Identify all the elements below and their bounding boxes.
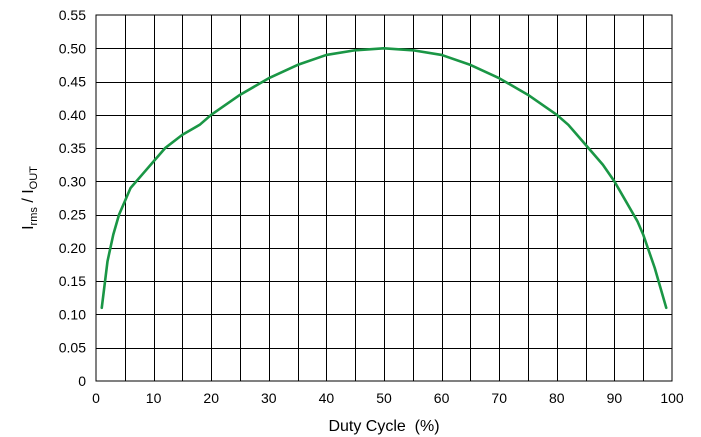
x-tick-label: 10 (146, 390, 162, 406)
y-tick-label: 0.10 (59, 306, 86, 322)
y-tick-label: 0.20 (59, 240, 86, 256)
x-axis-title: Duty Cycle (%) (328, 418, 439, 435)
y-tick-label: 0.55 (59, 7, 86, 23)
x-tick-label: 40 (319, 390, 335, 406)
x-tick-label: 80 (549, 390, 565, 406)
y-tick-label: 0.50 (59, 40, 86, 56)
y-axis-title-sub2: OUT (28, 166, 40, 190)
y-tick-label: 0.40 (59, 107, 86, 123)
y-tick-label: 0.05 (59, 340, 86, 356)
y-tick-label: 0.45 (59, 74, 86, 90)
x-tick-label: 30 (261, 390, 277, 406)
y-axis-ticks: 0 0.05 0.10 0.15 0.20 0.25 0.30 0.35 0.40 0.45 0.5… (59, 7, 86, 389)
x-tick-label: 50 (376, 390, 392, 406)
y-axis-title-sub1: rms (28, 207, 40, 226)
y-axis-title-sep: / I (20, 189, 37, 207)
y-axis-title: Irms / IOUT (20, 166, 40, 230)
x-tick-label: 20 (203, 390, 219, 406)
y-tick-label: 0.35 (59, 140, 86, 156)
x-axis-ticks: 0 10 20 30 40 50 60 70 80 90 100 (92, 390, 684, 406)
plot-frame (95, 14, 673, 382)
x-tick-label: 90 (607, 390, 623, 406)
x-tick-label: 70 (491, 390, 507, 406)
y-axis-title-main: I (20, 225, 37, 229)
y-tick-label: 0.15 (59, 273, 86, 289)
x-tick-label: 60 (434, 390, 450, 406)
series-line (100, 46, 668, 310)
y-tick-label: 0 (78, 373, 86, 389)
x-tick-label: 100 (660, 390, 684, 406)
y-tick-label: 0.30 (59, 173, 86, 189)
x-tick-label: 0 (92, 390, 100, 406)
series-layer (100, 46, 668, 310)
grid (96, 15, 672, 381)
y-tick-label: 0.25 (59, 207, 86, 223)
